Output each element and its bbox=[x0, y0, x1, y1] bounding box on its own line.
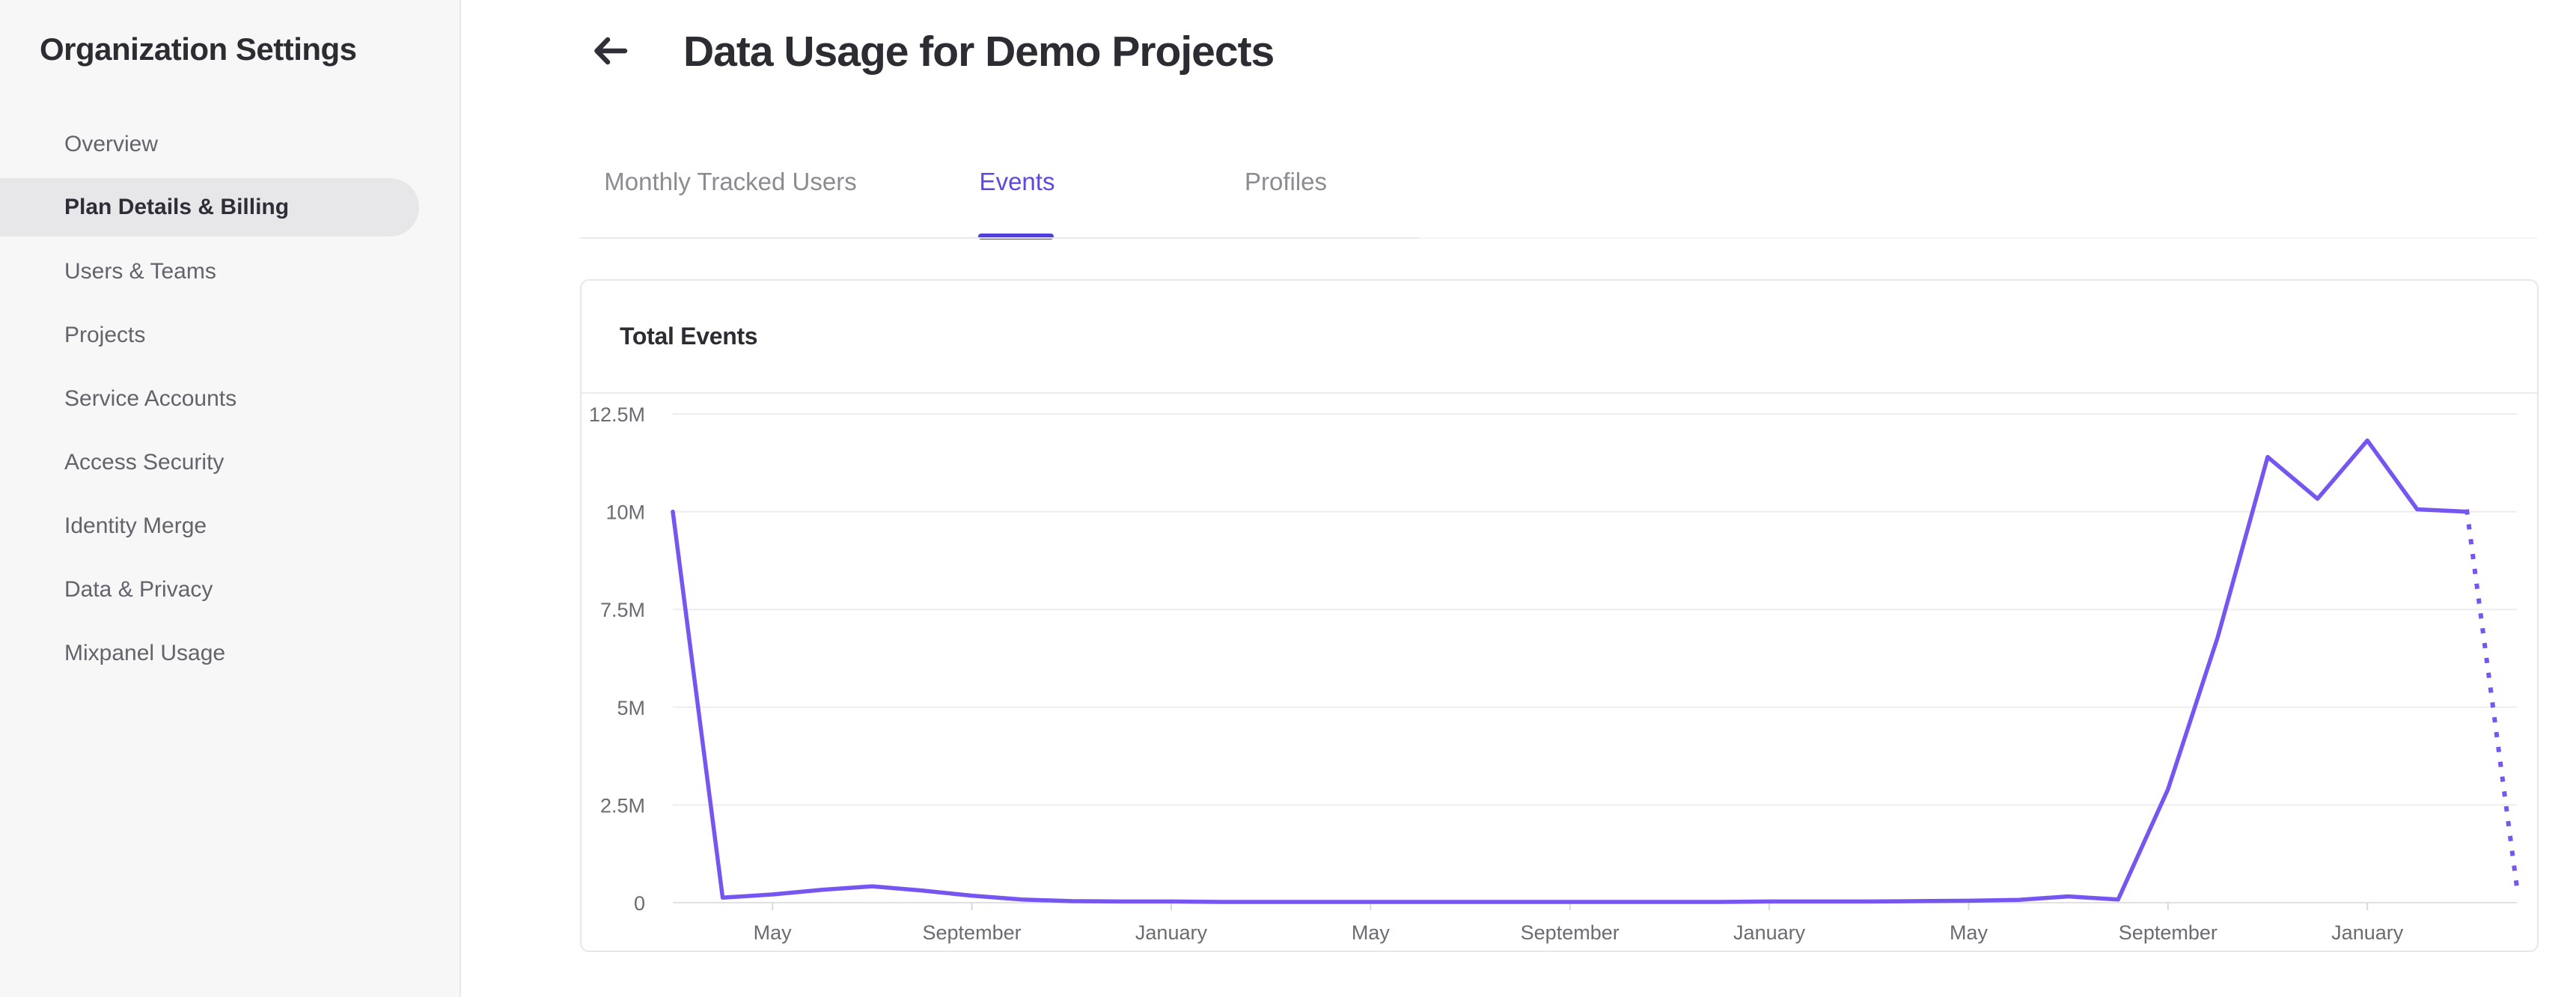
x-axis-label: May bbox=[1352, 921, 1391, 944]
total-events-card: Total Events 0 2.5M 5M 7.5M 10M 12.5M May Septe… bbox=[580, 279, 2539, 952]
x-axis-label: January bbox=[2331, 921, 2404, 944]
total-events-line bbox=[671, 438, 2470, 904]
y-axis-label: 12.5M bbox=[589, 403, 645, 426]
x-axis-label: September bbox=[2119, 921, 2218, 944]
projected-month-dotted-line bbox=[2464, 509, 2520, 890]
x-axis-label: January bbox=[1733, 921, 1806, 944]
sidebar: Organization Settings Overview Plan Deta… bbox=[0, 0, 461, 997]
page-title: Data Usage for Demo Projects bbox=[683, 28, 1275, 76]
sidebar-item-service-accounts[interactable]: Service Accounts bbox=[64, 385, 237, 411]
left-arrow-icon bbox=[590, 37, 632, 74]
x-axis-label: September bbox=[923, 921, 1022, 944]
sidebar-item-data-privacy[interactable]: Data & Privacy bbox=[64, 576, 213, 602]
back-button[interactable] bbox=[590, 30, 632, 72]
x-axis-tick bbox=[2366, 903, 2369, 910]
tab-events[interactable]: Events bbox=[979, 168, 1055, 195]
sidebar-item-mixpanel-usage[interactable]: Mixpanel Usage bbox=[64, 640, 226, 665]
sidebar-item-plan-details-billing[interactable]: Plan Details & Billing bbox=[0, 178, 419, 237]
x-axis-tick bbox=[2167, 903, 2169, 910]
x-axis-tick bbox=[1370, 903, 1372, 910]
tab-divider bbox=[580, 237, 1420, 239]
y-axis-label: 5M bbox=[617, 697, 645, 719]
active-tab-underline bbox=[978, 234, 1054, 240]
x-axis-tick bbox=[772, 903, 774, 910]
y-axis-label: 7.5M bbox=[600, 599, 645, 621]
x-axis-tick bbox=[1968, 903, 1970, 910]
tab-monthly-tracked-users[interactable]: Monthly Tracked Users bbox=[604, 168, 857, 195]
sidebar-nav: Overview Plan Details & Billing Users & … bbox=[0, 112, 461, 685]
sidebar-item-projects[interactable]: Projects bbox=[64, 322, 146, 347]
x-axis-tick bbox=[1569, 903, 1571, 910]
card-header: Total Events bbox=[582, 281, 2537, 394]
y-axis-label: 2.5M bbox=[600, 794, 645, 817]
sidebar-title: Organization Settings bbox=[40, 31, 357, 67]
y-axis-label: 10M bbox=[605, 501, 645, 524]
x-axis-label: September bbox=[1521, 921, 1620, 944]
x-axis-label: January bbox=[1135, 921, 1208, 944]
tab-profiles[interactable]: Profiles bbox=[1244, 168, 1328, 195]
sidebar-item-users-teams[interactable]: Users & Teams bbox=[64, 258, 216, 284]
sidebar-item-identity-merge[interactable]: Identity Merge bbox=[64, 513, 207, 538]
card-title: Total Events bbox=[620, 323, 758, 350]
x-axis-label: May bbox=[754, 921, 793, 944]
total-events-chart: 0 2.5M 5M 7.5M 10M 12.5M May September January Ma… bbox=[589, 403, 2520, 944]
x-axis-label: May bbox=[1950, 921, 1989, 944]
chart-area: 0 2.5M 5M 7.5M 10M 12.5M May September January Ma… bbox=[582, 395, 2537, 952]
x-axis-tick bbox=[1170, 903, 1172, 910]
x-axis-tick bbox=[971, 903, 973, 910]
tab-divider-extension bbox=[1420, 237, 2537, 239]
sidebar-item-access-security[interactable]: Access Security bbox=[64, 449, 225, 475]
sidebar-item-overview[interactable]: Overview bbox=[64, 131, 159, 156]
y-axis-label: 0 bbox=[634, 892, 645, 915]
x-axis-tick bbox=[1768, 903, 1771, 910]
